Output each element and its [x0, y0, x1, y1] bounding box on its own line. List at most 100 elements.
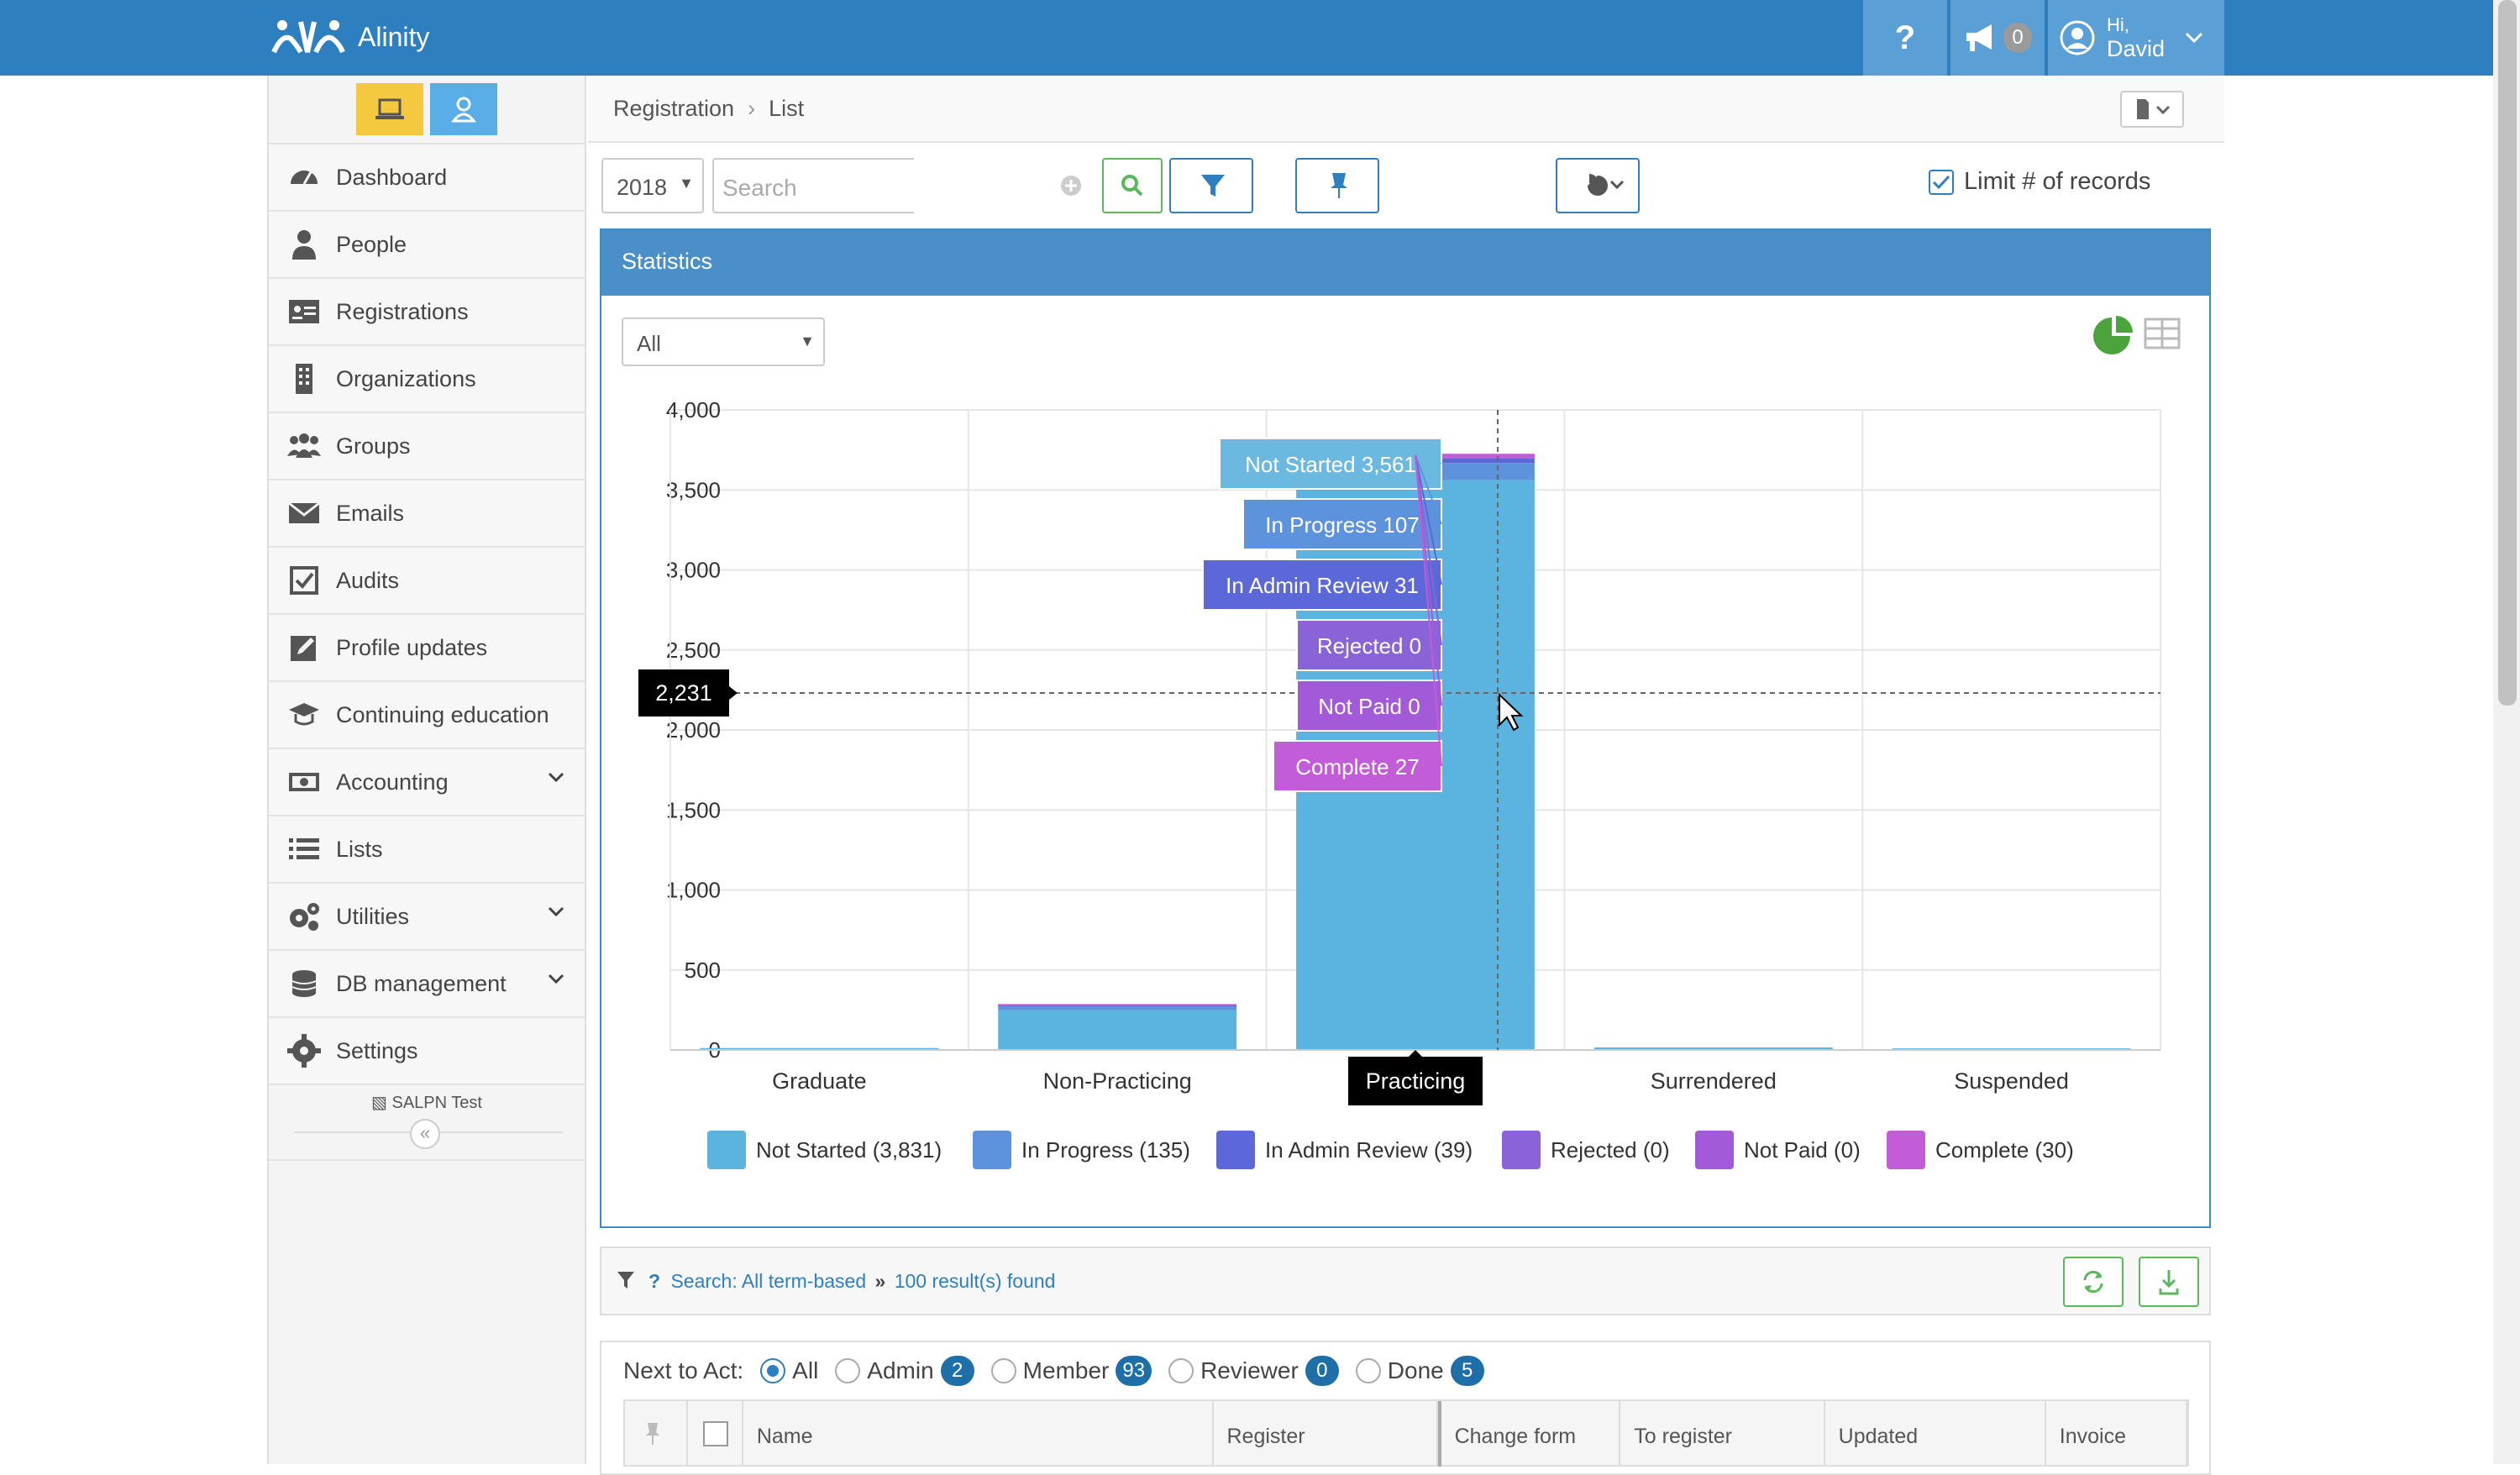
notifications-button[interactable]: 0	[1950, 0, 2045, 76]
next-to-act-radio-reviewer[interactable]	[1168, 1358, 1194, 1383]
year-select[interactable]: 2018 ▼	[601, 158, 704, 213]
hovered-category-pointer	[1409, 1050, 1422, 1057]
tooltip-connector	[1415, 454, 1442, 767]
sidebar-item-profile-updates[interactable]: Profile updates	[269, 615, 585, 682]
pin-button[interactable]	[1295, 158, 1379, 213]
y-tick-label: 3,500	[666, 477, 721, 502]
download-button[interactable]	[2139, 1257, 2199, 1307]
column-header-to-register[interactable]: To register	[1620, 1401, 1825, 1467]
sidebar-item-lists[interactable]: Lists	[269, 816, 585, 884]
clear-search-button[interactable]	[1060, 158, 1082, 213]
sidebar-item-audits[interactable]: Audits	[269, 548, 585, 615]
column-header-name[interactable]: Name	[743, 1401, 1214, 1467]
database-icon: ▧	[371, 1094, 387, 1112]
graduation-cap-icon	[287, 698, 321, 732]
legend-swatch[interactable]	[1887, 1131, 1925, 1169]
legend-label: Not Paid (0)	[1744, 1137, 1861, 1163]
legend-swatch[interactable]	[1216, 1131, 1255, 1169]
filter-button[interactable]	[1169, 158, 1253, 213]
bar-non-practicing-complete[interactable]	[998, 1004, 1237, 1006]
sidebar-item-emails[interactable]: Emails	[269, 480, 585, 548]
next-to-act-radio-member[interactable]	[990, 1358, 1016, 1383]
crosshair-value-box	[638, 669, 729, 717]
sidebar-item-continuing-education[interactable]: Continuing education	[269, 682, 585, 749]
user-name: David	[2107, 36, 2166, 61]
scrollbar-thumb[interactable]	[2498, 0, 2517, 706]
limit-records-checkbox[interactable]	[1929, 169, 1954, 195]
sidebar-item-people[interactable]: People	[269, 212, 585, 279]
question-icon[interactable]: ?	[648, 1270, 661, 1292]
sidebar-item-label: Accounting	[336, 769, 449, 795]
breadcrumb-registration[interactable]: Registration	[613, 96, 735, 121]
next-to-act-radio-done[interactable]	[1355, 1358, 1381, 1383]
collapse-sidebar-button[interactable]: «	[410, 1119, 440, 1149]
sidebar-item-dashboard[interactable]: Dashboard	[269, 144, 585, 212]
pie-chart-view-icon[interactable]	[2093, 314, 2135, 354]
pin-column-header[interactable]	[625, 1401, 689, 1467]
refresh-button[interactable]	[2063, 1257, 2124, 1307]
help-button[interactable]: ?	[1863, 0, 1947, 76]
user-icon	[451, 97, 476, 123]
y-tick-label: 500	[685, 958, 721, 983]
next-to-act-radio-all[interactable]	[760, 1358, 786, 1383]
sidebar-item-organizations[interactable]: Organizations	[269, 346, 585, 413]
building-icon	[287, 362, 321, 396]
view-mode-switch	[269, 76, 585, 144]
legend-swatch[interactable]	[1695, 1131, 1734, 1169]
column-header-register[interactable]: Register	[1214, 1401, 1438, 1467]
legend-swatch[interactable]	[973, 1131, 1011, 1169]
tooltip-label-box	[1273, 740, 1442, 792]
app-logo[interactable]: Alinity	[270, 13, 429, 60]
bar-graduate-not-started[interactable]	[700, 1047, 939, 1050]
document-icon	[2137, 99, 2171, 119]
bar-surrendered-empty[interactable]	[1593, 1047, 1833, 1050]
search-input[interactable]: Search	[712, 158, 909, 213]
crosshair-value: 2,231	[655, 680, 712, 706]
sidebar-item-groups[interactable]: Groups	[269, 413, 585, 480]
legend-label: In Progress (135)	[1021, 1137, 1190, 1163]
next-to-act-option-label: Reviewer	[1200, 1357, 1299, 1383]
bar-non-practicing-in-progress[interactable]	[998, 1005, 1237, 1010]
next-to-act-radio-admin[interactable]	[835, 1358, 861, 1383]
dashboard-icon	[287, 160, 321, 194]
limit-records-toggle[interactable]: Limit # of records	[1929, 168, 2150, 196]
search-mode-link[interactable]: Search: All term-based	[670, 1270, 867, 1292]
sidebar-item-settings[interactable]: Settings	[269, 1018, 585, 1085]
chart-filter-select[interactable]: All ▼	[622, 318, 825, 366]
x-tick-label: Suspended	[1954, 1068, 2069, 1094]
admin-mode-button[interactable]	[356, 83, 423, 135]
column-header-updated[interactable]: Updated	[1825, 1401, 2046, 1467]
tooltip-connector	[1415, 454, 1442, 525]
results-summary-bar: ? Search: All term-based » 100 result(s)…	[600, 1247, 2211, 1315]
legend-swatch[interactable]	[1502, 1131, 1541, 1169]
tooltip-label: In Admin Review 31	[1226, 573, 1419, 598]
sidebar-item-utilities[interactable]: Utilities	[269, 884, 585, 951]
chevron-down-icon	[548, 906, 564, 917]
chart-type-button[interactable]	[1556, 158, 1640, 213]
statistics-header: Statistics	[601, 230, 2209, 296]
caret-down-icon: ▼	[800, 333, 815, 349]
member-mode-button[interactable]	[430, 83, 497, 135]
user-menu-button[interactable]: Hi, David	[2048, 0, 2224, 76]
tooltip-label-box	[1242, 498, 1442, 550]
search-icon	[1121, 175, 1143, 197]
sidebar-item-registrations[interactable]: Registrations	[269, 279, 585, 346]
sidebar-item-label: People	[336, 231, 407, 257]
sidebar-nav: Dashboard People Registrations Organization…	[269, 144, 585, 1085]
x-tick-label: Graduate	[772, 1068, 867, 1094]
tooltip-connector	[1415, 454, 1442, 706]
tooltip-label: Not Started 3,561	[1245, 452, 1416, 477]
document-menu-button[interactable]	[2120, 91, 2184, 128]
table-view-icon[interactable]	[2144, 318, 2181, 349]
legend-swatch[interactable]	[707, 1131, 746, 1169]
bar-non-practicing-not-started[interactable]	[998, 1010, 1237, 1050]
search-button[interactable]	[1102, 158, 1163, 213]
sidebar-item-accounting[interactable]: Accounting	[269, 749, 585, 816]
sidebar-item-db-management[interactable]: DB management	[269, 951, 585, 1018]
sidebar-item-label: Dashboard	[336, 164, 448, 190]
x-tick-label: Practicing	[1366, 1068, 1466, 1094]
column-header-invoice[interactable]: Invoice	[2046, 1401, 2187, 1467]
column-header-change-form[interactable]: Change form	[1437, 1401, 1621, 1467]
select-all-checkbox[interactable]	[703, 1421, 729, 1446]
chevron-down-icon	[548, 974, 564, 984]
